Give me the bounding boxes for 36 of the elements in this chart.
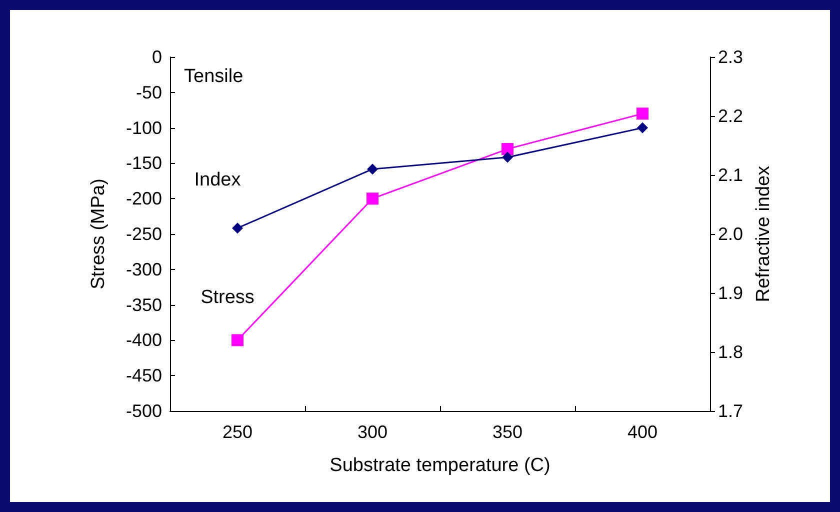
y2-tick-label: 2.1 <box>718 165 744 185</box>
series-label: Index <box>194 170 242 191</box>
x-tick-label: 250 <box>222 422 253 442</box>
y2-tick-label: 1.8 <box>718 342 744 362</box>
point <box>366 192 378 205</box>
x-tick-label: 400 <box>627 422 658 442</box>
annotation: Tensile <box>184 66 244 87</box>
y-tick-label: -300 <box>126 259 162 280</box>
y-tick-label: -200 <box>126 188 162 209</box>
y-axis-title: Stress (MPa) <box>88 178 109 290</box>
point <box>367 164 378 175</box>
point <box>502 152 513 163</box>
y2-tick-label: 2.2 <box>718 106 744 126</box>
y-tick-label: -250 <box>126 224 162 244</box>
point <box>502 143 514 156</box>
y2-tick-label: 1.7 <box>718 401 744 421</box>
x-tick-label: 350 <box>492 422 523 442</box>
y-tick-label: -150 <box>126 153 162 174</box>
y-tick-label: -450 <box>126 366 162 386</box>
x-axis-title: Substrate temperature (C) <box>330 455 550 476</box>
point <box>636 108 648 120</box>
y-tick-label: -400 <box>126 330 162 350</box>
point <box>637 122 648 134</box>
point <box>232 222 243 234</box>
y-tick-label: -100 <box>126 118 162 138</box>
y2-tick-label: 2.3 <box>718 47 744 67</box>
series-label: Stress <box>200 287 254 308</box>
point <box>232 334 244 346</box>
y2-tick-label: 1.9 <box>718 283 744 303</box>
y2-tick-label: 2.0 <box>718 224 744 244</box>
y-tick-label: -500 <box>126 401 162 421</box>
y-tick-label: 0 <box>152 47 162 67</box>
y2-axis-title: Refractive index <box>752 165 774 302</box>
y-tick-label: -350 <box>126 294 162 315</box>
x-tick-label: 300 <box>357 422 388 442</box>
y-tick-label: -50 <box>136 82 162 102</box>
